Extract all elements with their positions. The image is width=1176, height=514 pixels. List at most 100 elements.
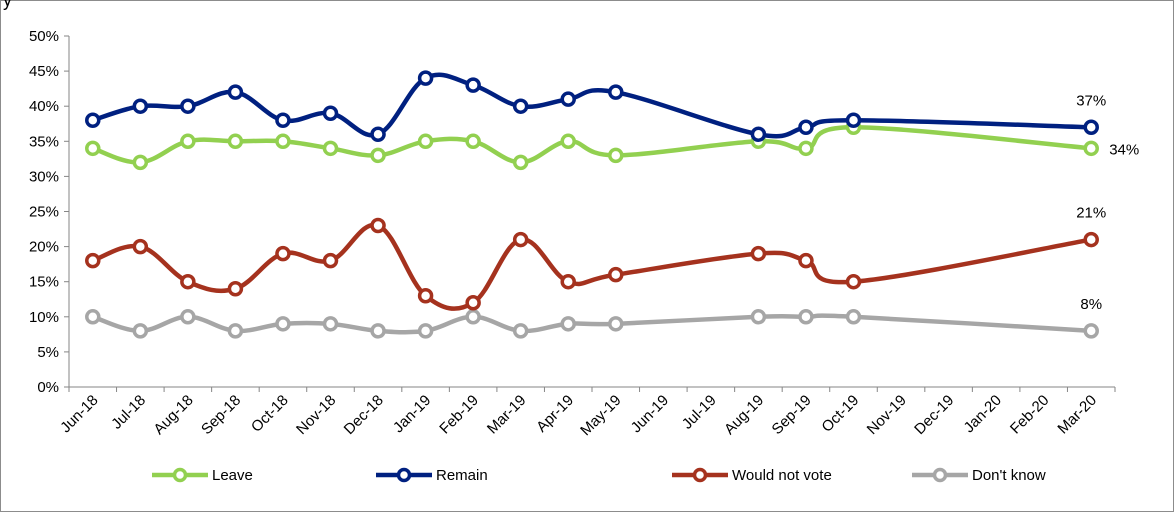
data-point-would-not-vote <box>370 217 386 234</box>
data-point-leave <box>180 133 196 150</box>
x-tick-label: Mar-20 <box>1054 392 1100 438</box>
data-point-would-not-vote <box>275 245 291 262</box>
data-point-would-not-vote <box>608 266 624 283</box>
y-tick-label: 5% <box>37 344 59 361</box>
data-point-don-t-know <box>417 323 434 339</box>
data-point-remain <box>180 98 196 114</box>
data-point-remain <box>370 126 386 143</box>
data-point-don-t-know <box>132 323 149 339</box>
data-point-don-t-know <box>370 323 386 339</box>
data-point-would-not-vote <box>512 231 529 248</box>
data-point-don-t-know <box>465 309 481 325</box>
data-point-leave <box>798 140 814 157</box>
data-point-don-t-know <box>85 309 101 325</box>
x-tick-label: Nov-19 <box>864 392 910 438</box>
x-tick-label: Aug-19 <box>721 392 767 438</box>
x-tick-label: Mar-19 <box>484 392 530 438</box>
x-tick-label: Jan-20 <box>961 392 1005 436</box>
x-tick-label: Dec-19 <box>911 392 957 438</box>
legend-marker-would-not-vote <box>692 467 708 483</box>
data-point-remain <box>560 91 576 107</box>
data-point-remain <box>275 112 291 128</box>
data-label-remain: 37% <box>1076 92 1106 109</box>
data-point-remain <box>512 98 529 114</box>
data-point-don-t-know <box>275 316 291 332</box>
data-point-leave <box>1083 140 1099 157</box>
x-tick-label: May-19 <box>577 392 624 439</box>
data-label-don-t-know: 8% <box>1080 296 1102 313</box>
data-point-don-t-know <box>322 316 339 332</box>
data-point-would-not-vote <box>322 252 339 269</box>
legend-label-leave: Leave <box>212 467 253 484</box>
data-point-would-not-vote <box>465 295 481 311</box>
x-tick-label: Nov-18 <box>293 392 339 438</box>
y-tick-label: 20% <box>29 239 59 256</box>
data-point-remain <box>417 70 434 86</box>
x-tick-label: Dec-18 <box>341 392 387 438</box>
y-tick-label: 30% <box>29 168 59 185</box>
data-point-remain <box>608 84 624 100</box>
data-point-don-t-know <box>512 323 529 339</box>
y-tick-label: 0% <box>37 379 59 396</box>
legend-label-remain: Remain <box>436 467 488 484</box>
data-point-remain <box>132 98 149 114</box>
data-point-leave <box>85 140 101 157</box>
data-label-leave: 34% <box>1109 141 1139 158</box>
data-point-don-t-know <box>180 309 196 325</box>
data-point-don-t-know <box>227 323 244 339</box>
data-point-don-t-know <box>1083 323 1099 339</box>
data-point-would-not-vote <box>560 273 576 290</box>
data-point-would-not-vote <box>132 238 149 255</box>
data-point-leave <box>608 147 624 164</box>
data-point-leave <box>560 133 576 150</box>
series-line-leave <box>92 125 1092 165</box>
data-point-remain <box>465 77 481 93</box>
y-tick-label: 35% <box>29 133 59 150</box>
data-point-remain <box>1083 119 1099 136</box>
x-tick-label: Jun-18 <box>57 392 101 436</box>
data-point-don-t-know <box>608 316 624 332</box>
y-tick-label: 40% <box>29 98 59 115</box>
data-point-remain <box>322 105 339 121</box>
y-tick-label: 25% <box>29 204 59 221</box>
data-point-don-t-know <box>560 316 576 332</box>
x-tick-label: Jul-18 <box>108 392 149 433</box>
data-point-remain <box>85 112 101 128</box>
data-point-leave <box>275 133 291 150</box>
y-tick-label: 50% <box>29 28 59 45</box>
data-point-would-not-vote <box>417 287 434 304</box>
data-point-leave <box>132 154 149 171</box>
x-tick-label: Aug-18 <box>150 392 196 438</box>
legend-marker-leave <box>172 467 188 483</box>
x-tick-label: Apr-19 <box>533 392 577 436</box>
legend-marker-remain <box>396 467 412 483</box>
data-point-would-not-vote <box>798 252 814 269</box>
legend-label-would-not-vote: Would not vote <box>732 467 832 484</box>
data-point-remain <box>227 84 244 100</box>
series-line-remain <box>92 72 1092 139</box>
x-tick-label: Jul-19 <box>679 392 720 433</box>
data-point-would-not-vote <box>750 245 767 262</box>
x-tick-label: Jan-19 <box>390 392 434 436</box>
x-tick-label: Feb-19 <box>436 392 482 438</box>
y-tick-label: 45% <box>29 63 59 80</box>
x-tick-label: Sep-18 <box>198 392 244 438</box>
data-point-leave <box>512 154 529 171</box>
data-point-would-not-vote <box>227 280 244 297</box>
data-point-leave <box>370 147 386 164</box>
data-point-leave <box>465 133 481 150</box>
data-label-would-not-vote: 21% <box>1076 205 1106 222</box>
data-point-remain <box>845 112 862 128</box>
data-point-remain <box>798 119 814 136</box>
data-point-leave <box>227 133 244 150</box>
data-point-don-t-know <box>798 309 814 325</box>
y-tick-label: 15% <box>29 274 59 291</box>
x-tick-label: Feb-20 <box>1007 392 1053 438</box>
y-tick-label: 10% <box>29 309 59 326</box>
data-point-don-t-know <box>845 309 862 325</box>
data-point-would-not-vote <box>845 273 862 290</box>
x-tick-label: Sep-19 <box>769 392 815 438</box>
data-point-don-t-know <box>750 309 767 325</box>
